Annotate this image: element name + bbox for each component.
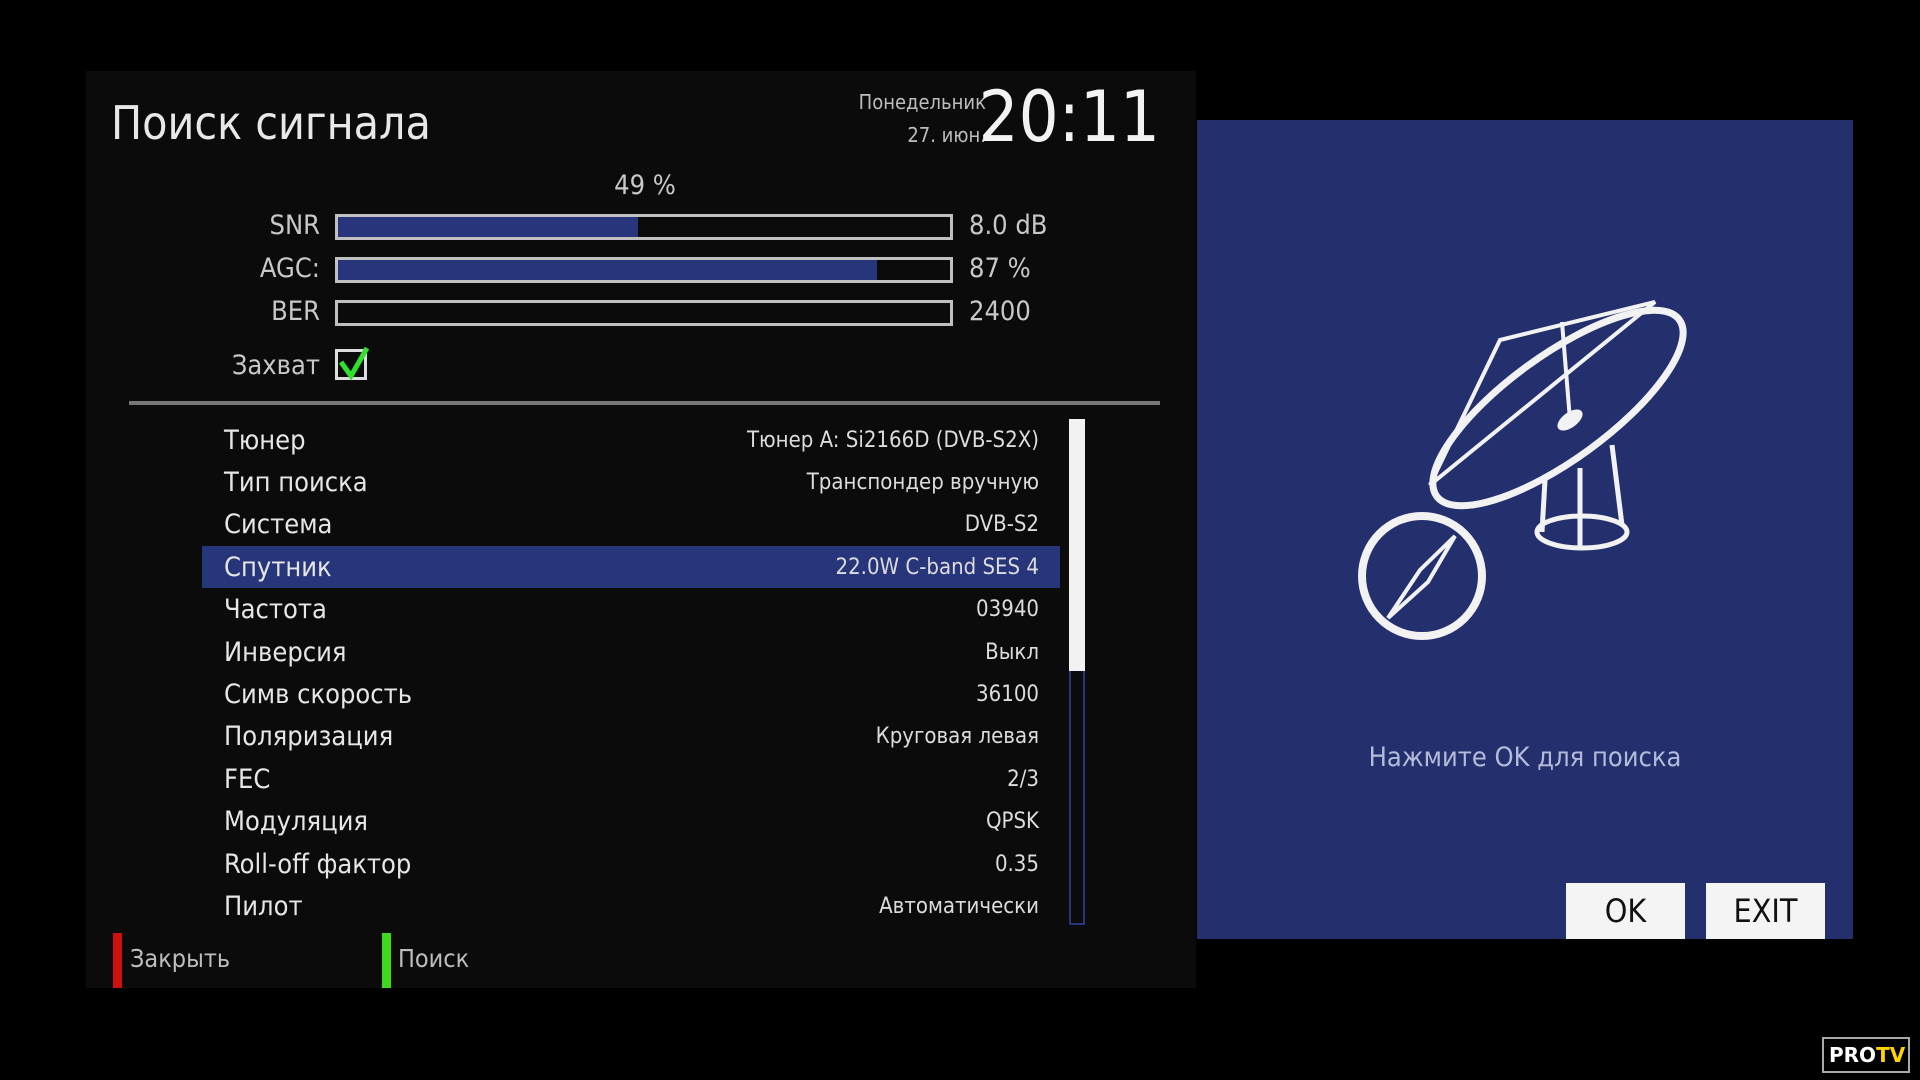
setting-label: Roll-off фактор (224, 848, 412, 880)
setting-row[interactable]: Система DVB-S2 (202, 504, 1060, 546)
setting-value: 03940 (976, 597, 1039, 623)
setting-label: FEC (224, 763, 271, 795)
setting-label: Спутник (224, 551, 332, 583)
setting-value: 22.0W C-band SES 4 (835, 554, 1040, 580)
search-hint: Нажмите OK для поиска (1368, 742, 1682, 773)
meter-bar (335, 300, 953, 326)
setting-row[interactable]: Частота 03940 (202, 589, 1060, 631)
setting-value: 0.35 (994, 851, 1039, 877)
meter-bar (335, 257, 953, 283)
search-dialog (1197, 120, 1853, 939)
setting-value: 36100 (976, 681, 1039, 707)
meter-label: SNR (269, 210, 320, 241)
ok-button[interactable]: OK (1566, 883, 1685, 939)
setting-label: Пилот (224, 890, 303, 922)
setting-label: Система (224, 509, 333, 541)
meter-bar (335, 214, 953, 240)
setting-value: QPSK (985, 809, 1039, 835)
setting-row[interactable]: FEC 2/3 (202, 758, 1060, 800)
meter-fill (338, 217, 638, 237)
setting-value: Автоматически (879, 893, 1039, 919)
setting-row[interactable]: Модуляция QPSK (202, 801, 1060, 843)
setting-label: Инверсия (224, 636, 347, 668)
meter-label: BER (271, 296, 320, 327)
clock: 20:11 (978, 76, 1160, 158)
setting-label: Тип поиска (224, 466, 368, 498)
meter-value: 2400 (969, 296, 1031, 327)
satellite-dish-compass-icon (1358, 300, 1687, 640)
date: 27. июн. (907, 123, 986, 147)
divider (129, 401, 1160, 405)
setting-row[interactable]: Тюнер Тюнер A: Si2166D (DVB-S2X) (202, 419, 1060, 461)
meter-value: 8.0 dB (969, 210, 1048, 241)
close-button[interactable]: Закрыть (130, 944, 231, 973)
setting-value: Тюнер A: Si2166D (DVB-S2X) (746, 427, 1039, 453)
setting-label: Частота (224, 594, 327, 626)
watermark-logo: PRO TV (1822, 1037, 1910, 1073)
setting-value: DVB-S2 (964, 512, 1039, 538)
meter-fill (338, 260, 877, 280)
setting-value: Выкл (985, 639, 1039, 665)
setting-row[interactable]: Симв скорость 36100 (202, 673, 1060, 715)
setting-value: 2/3 (1007, 766, 1039, 792)
page-title: Поиск сигнала (111, 96, 431, 150)
green-key-icon (382, 933, 391, 988)
scrollbar-thumb[interactable] (1069, 419, 1085, 671)
red-key-icon (113, 933, 122, 988)
setting-label: Модуляция (224, 806, 369, 838)
exit-button[interactable]: EXIT (1706, 883, 1825, 939)
setting-value: Круговая левая (875, 724, 1039, 750)
signal-quality: 49 % (614, 170, 676, 201)
setting-row[interactable]: Поляризация Круговая левая (202, 716, 1060, 758)
setting-row[interactable]: Инверсия Выкл (202, 631, 1060, 673)
meter-value: 87 % (969, 253, 1031, 284)
setting-label: Тюнер (224, 424, 306, 456)
search-button[interactable]: Поиск (398, 944, 470, 973)
lock-checkbox (335, 346, 370, 381)
setting-row[interactable]: Спутник 22.0W C-band SES 4 (202, 546, 1060, 589)
setting-label: Симв скорость (224, 678, 413, 710)
day-of-week: Понедельник (858, 90, 986, 114)
setting-value: Транспондер вручную (806, 469, 1039, 495)
meter-label: AGC: (259, 253, 320, 284)
setting-row[interactable]: Roll-off фактор 0.35 (202, 843, 1060, 885)
lock-label: Захват (231, 350, 320, 381)
setting-label: Поляризация (224, 721, 394, 753)
setting-row[interactable]: Пилот Автоматически (202, 885, 1060, 927)
check-icon (338, 346, 370, 381)
setting-row[interactable]: Тип поиска Транспондер вручную (202, 461, 1060, 503)
